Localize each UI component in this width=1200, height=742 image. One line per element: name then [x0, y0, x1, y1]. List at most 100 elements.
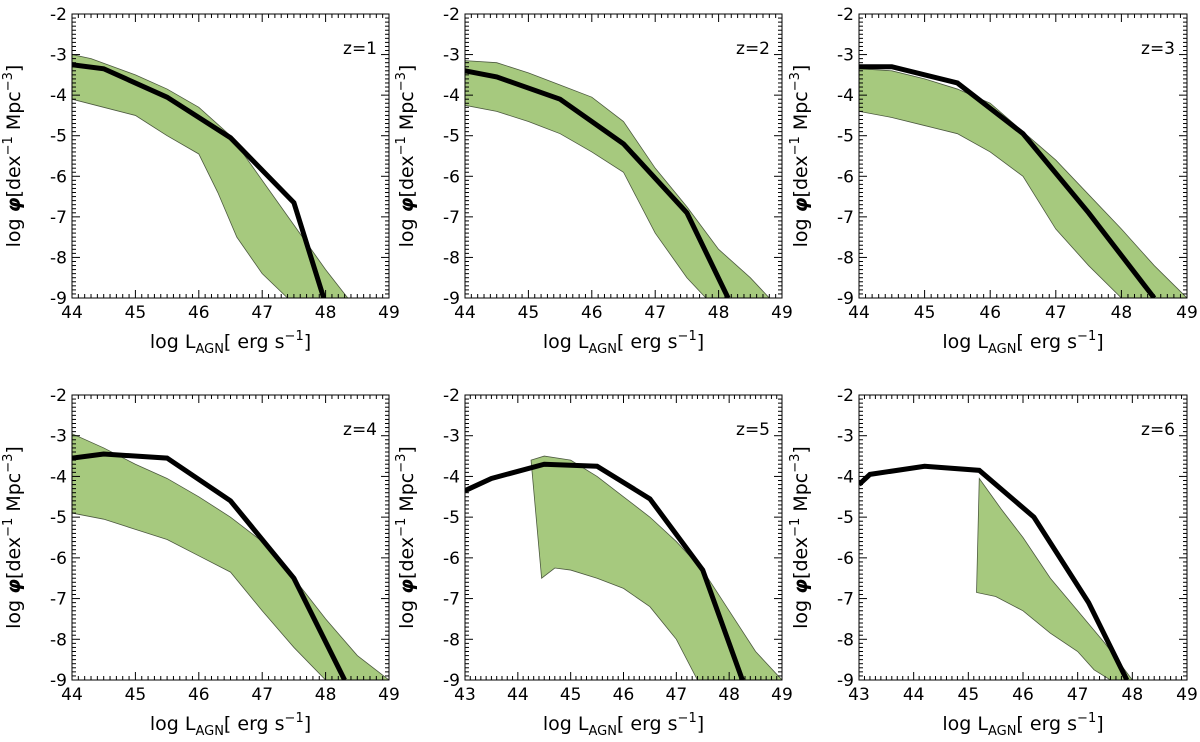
x-tick-label: 48 [1122, 685, 1144, 705]
x-tick-label: 47 [644, 303, 666, 323]
x-axis-label: log LAGN[ erg s−1] [942, 711, 1103, 739]
y-tick-label: -9 [50, 671, 67, 691]
x-axis-label: log LAGN[ erg s−1] [543, 711, 704, 739]
y-tick-label: -9 [837, 671, 854, 691]
x-tick-label: 46 [1012, 685, 1034, 705]
x-tick-label: 44 [507, 685, 529, 705]
y-tick-label: -7 [443, 590, 460, 610]
x-axis-label: log LAGN[ erg s−1] [150, 329, 311, 357]
x-tick-label: 48 [315, 685, 337, 705]
x-tick-label: 47 [251, 685, 273, 705]
axis-ticks [464, 13, 783, 299]
x-tick-label: 48 [1111, 303, 1133, 323]
x-tick-label: 45 [125, 303, 147, 323]
x-tick-label: 49 [1176, 303, 1198, 323]
y-tick-label: -5 [837, 127, 854, 147]
x-tick-label: 46 [581, 303, 603, 323]
x-tick-label: 49 [1176, 685, 1198, 705]
y-axis-label: log φ[dex−1 Mpc−3] [394, 65, 418, 248]
y-tick-label: -8 [837, 248, 854, 268]
x-tick-label: 46 [979, 303, 1001, 323]
model-line [72, 62, 327, 298]
redshift-label: z=1 [343, 39, 377, 59]
y-tick-label: -7 [837, 590, 854, 610]
y-tick-label: -9 [443, 671, 460, 691]
x-tick-label: 45 [125, 685, 147, 705]
axis-ticks [71, 394, 390, 681]
y-tick-label: -3 [443, 427, 460, 447]
y-tick-label: -3 [837, 46, 854, 66]
x-axis-label: log LAGN[ erg s−1] [150, 711, 311, 739]
y-tick-label: -4 [443, 86, 460, 106]
y-tick-label: -5 [443, 127, 460, 147]
x-tick-label: 45 [560, 685, 582, 705]
y-tick-label: -7 [837, 208, 854, 228]
y-axis-label: log φ[dex−1 Mpc−3] [1, 446, 25, 629]
axis-ticks [858, 13, 1188, 299]
y-tick-label: -4 [50, 467, 67, 487]
x-tick-label: 49 [771, 303, 793, 323]
x-tick-label: 48 [718, 685, 740, 705]
x-tick-label: 49 [771, 685, 793, 705]
x-tick-label: 47 [666, 685, 688, 705]
axis-ticks [858, 394, 1188, 681]
x-tick-label: 45 [914, 303, 936, 323]
y-tick-label: -9 [443, 289, 460, 309]
x-tick-label: 46 [188, 303, 210, 323]
y-tick-label: -8 [50, 630, 67, 650]
y-tick-label: -5 [50, 127, 67, 147]
y-tick-label: -2 [837, 386, 854, 406]
y-tick-label: -2 [443, 5, 460, 25]
y-tick-label: -4 [50, 86, 67, 106]
y-axis-label: log φ[dex−1 Mpc−3] [394, 446, 418, 629]
y-tick-label: -3 [443, 46, 460, 66]
y-tick-label: -2 [50, 5, 67, 25]
y-tick-label: -5 [837, 508, 854, 528]
y-tick-label: -6 [837, 167, 854, 187]
redshift-label: z=2 [736, 39, 770, 59]
model-line [465, 461, 745, 680]
x-tick-label: 46 [613, 685, 635, 705]
model-line [859, 463, 1130, 680]
redshift-label: z=5 [736, 420, 770, 440]
model-line [72, 451, 347, 680]
x-tick-label: 47 [251, 303, 273, 323]
panel-2: 44 45 46 47 48 49 -2 -3 -4 -5 -6 -7 -8 -9 z=2 log LAGN[… [394, 5, 793, 357]
y-axis-label: log φ[dex−1 Mpc−3] [1, 65, 25, 248]
y-tick-label: -3 [50, 46, 67, 66]
panel-1: 44 45 46 47 48 49 -2 -3 -4 -5 -6 -7 -8 -9 z=1 log LAGN[… [1, 5, 400, 357]
uncertainty-band [465, 60, 770, 298]
uncertainty-band [859, 68, 1187, 298]
x-tick-label: 45 [958, 685, 980, 705]
x-tick-label: 44 [454, 303, 476, 323]
x-axis-label: log LAGN[ erg s−1] [942, 329, 1103, 357]
y-tick-label: -4 [837, 86, 854, 106]
x-tick-label: 47 [1067, 685, 1089, 705]
x-tick-label: 43 [454, 685, 476, 705]
y-axis-label: log φ[dex−1 Mpc−3] [788, 65, 812, 248]
y-tick-label: -8 [50, 248, 67, 268]
redshift-label: z=6 [1141, 420, 1175, 440]
y-tick-label: -6 [443, 167, 460, 187]
y-tick-label: -9 [50, 289, 67, 309]
y-tick-label: -2 [443, 386, 460, 406]
y-tick-label: -7 [443, 208, 460, 228]
y-tick-label: -7 [50, 208, 67, 228]
y-tick-label: -5 [50, 508, 67, 528]
model-line [859, 64, 1157, 298]
uncertainty-band [530, 455, 782, 680]
panel-5: 43 44 45 46 47 48 49 -2 -3 -4 -5 -6 -7 -8 -9 z=5 log LAG… [394, 386, 793, 739]
y-tick-label: -5 [443, 508, 460, 528]
redshift-label: z=4 [343, 420, 377, 440]
x-tick-label: 49 [378, 685, 400, 705]
x-tick-label: 44 [61, 685, 83, 705]
y-tick-label: -8 [443, 248, 460, 268]
x-tick-label: 43 [848, 685, 870, 705]
panel-6: 43 44 45 46 47 48 49 -2 -3 -4 -5 -6 -7 -8 -9 z=6 log LAG… [788, 386, 1198, 739]
y-tick-label: -4 [443, 467, 460, 487]
y-tick-label: -8 [837, 630, 854, 650]
uncertainty-band [72, 433, 389, 680]
y-tick-label: -3 [837, 427, 854, 447]
x-axis-label: log LAGN[ erg s−1] [543, 329, 704, 357]
